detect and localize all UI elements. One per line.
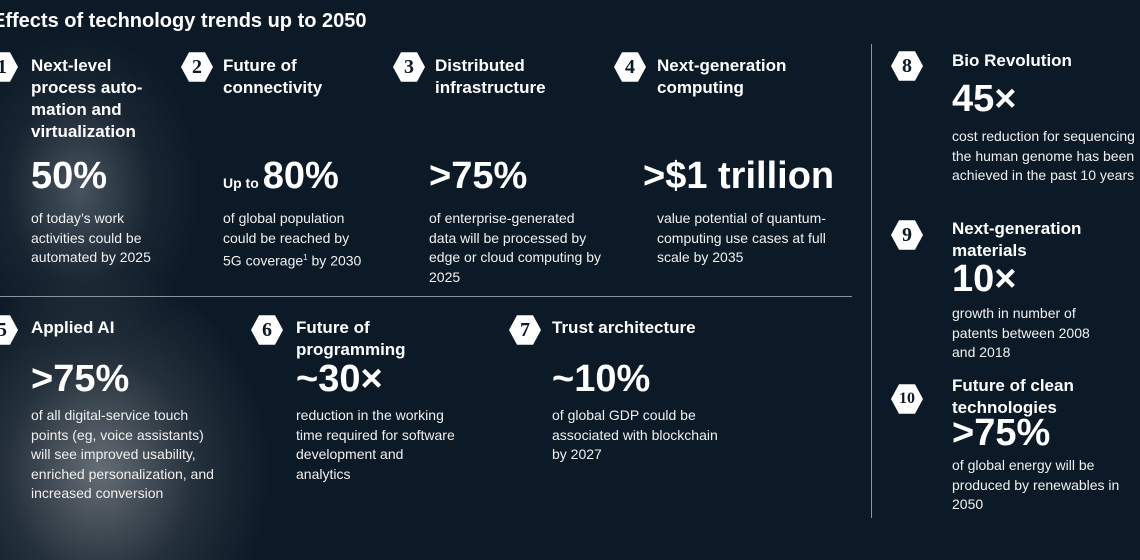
trend-description-4: value potential of quantum-computing use… [657,210,826,265]
number-badge-7: 7 [509,315,541,345]
trend-description-6: reduction in the working time required f… [296,407,455,482]
trend-heading-3: Distributed infrastructure [435,56,546,97]
trend-stat-2: Up to 80% [223,155,339,204]
trend-stat-5: >75% [31,358,130,400]
footnote-marker: 1 [303,253,308,262]
number-badge-1: 1 [0,52,18,82]
number-badge-10: 10 [891,384,923,414]
trend-description-1: of today’s work activities could be auto… [31,210,151,265]
trend-heading-10: Future of clean technologies [952,376,1074,417]
trend-description-7: of global GDP could be associated with b… [552,407,718,462]
description-text: of global population could be reached by… [223,210,350,269]
trend-stat-8: 45× [952,78,1017,120]
trend-heading-7: Trust architecture [552,318,696,337]
trend-heading-5: Applied AI [31,318,115,337]
trend-heading-6: Future of programming [296,318,406,359]
trend-stat-6: ~30× [296,358,383,400]
page-title: Effects of technology trends up to 2050 [0,10,367,32]
trend-heading-4: Next-generation computing [657,56,787,97]
number-badge-2: 2 [181,52,213,82]
trend-description-3: of enterprise-generated data will be pro… [429,210,601,285]
stat-value: 80% [262,155,339,197]
trend-description-10: of global energy will be produced by ren… [952,457,1120,512]
stat-prefix: Up to [223,175,259,191]
number-badge-3: 3 [393,52,425,82]
trend-stat-7: ~10% [552,358,651,400]
description-text-end: by 2030 [307,252,362,269]
trend-stat-1: 50% [31,155,108,197]
trend-description-8: cost reduction for sequencing the human … [952,128,1135,183]
trend-description-2: of global population could be reached by… [223,209,368,271]
trend-description-5: of all digital-service touch points (eg,… [31,407,214,501]
number-badge-4: 4 [614,52,646,82]
trend-heading-2: Future of connectivity [223,56,323,97]
trend-heading-9: Next-generation materials [952,219,1082,260]
number-badge-6: 6 [251,315,283,345]
trend-stat-10: >75% [952,412,1051,454]
number-badge-9: 9 [891,220,923,250]
trend-heading-1: Next-level process auto-mation and virtu… [31,56,143,141]
trend-stat-4: >$1 trillion [643,155,835,197]
number-badge-5: 5 [0,315,18,345]
horizontal-divider [0,296,852,297]
number-badge-8: 8 [891,51,923,81]
trend-stat-9: 10× [952,258,1017,300]
trend-heading-8: Bio Revolution [952,51,1072,70]
vertical-divider [871,44,872,518]
trend-stat-3: >75% [429,155,528,197]
trend-description-9: growth in number of patents between 2008… [952,305,1090,360]
